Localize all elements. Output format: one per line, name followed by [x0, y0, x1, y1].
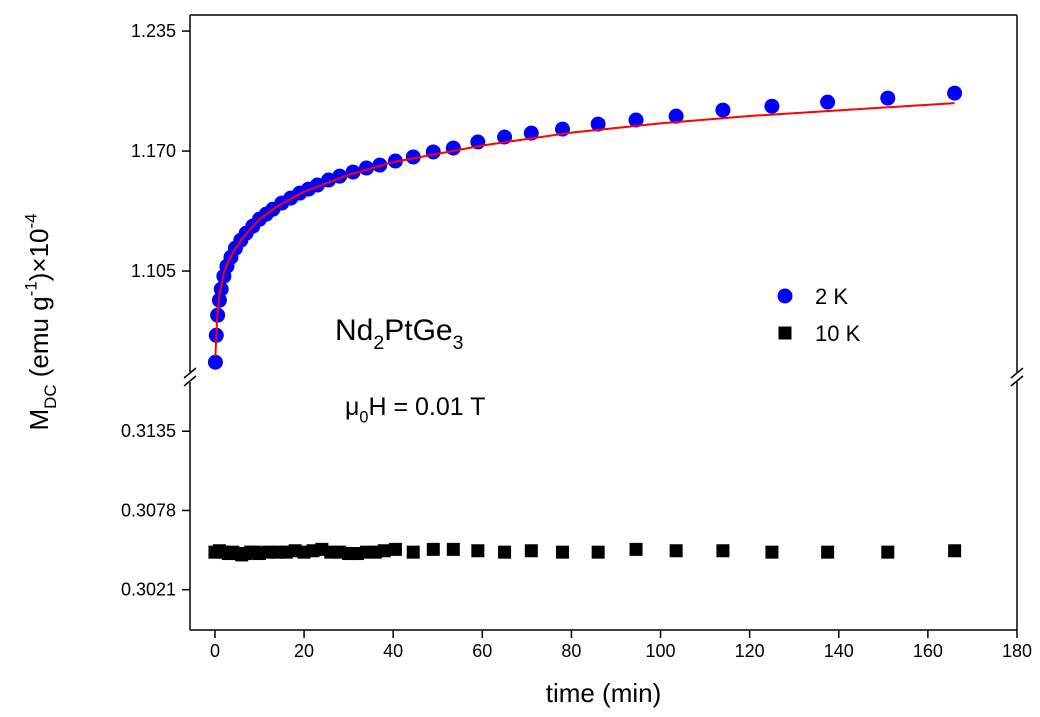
- point: [821, 545, 835, 559]
- text-part: PtGe: [384, 314, 452, 347]
- text-part: -1: [21, 281, 40, 296]
- point: [524, 544, 538, 558]
- point: [591, 545, 605, 559]
- x-tick-label: 140: [824, 641, 854, 661]
- x-tick-label: 100: [646, 641, 676, 661]
- point: [556, 545, 570, 559]
- rich-text: MDC (emu g-1)×10-4: [21, 213, 60, 430]
- point: [590, 116, 606, 132]
- point: [446, 542, 460, 556]
- point: [405, 149, 421, 165]
- text-part: -4: [21, 213, 40, 228]
- text-part: μ: [345, 393, 359, 421]
- legend-marker: [778, 326, 792, 340]
- y-tick-label: 0.3135: [121, 421, 176, 441]
- point: [880, 90, 896, 106]
- point: [881, 545, 895, 559]
- point: [377, 544, 391, 558]
- x-tick-label: 20: [294, 641, 314, 661]
- x-tick-label: 80: [561, 641, 581, 661]
- point: [471, 544, 485, 558]
- text-part: M: [24, 409, 54, 431]
- point: [764, 98, 780, 114]
- legend-label: 10 K: [815, 321, 861, 346]
- point: [629, 542, 643, 556]
- point: [406, 545, 420, 559]
- point: [426, 542, 440, 556]
- y-tick-label: 1.105: [131, 261, 176, 281]
- axis-break: [1010, 367, 1024, 379]
- point: [820, 94, 836, 110]
- x-tick-label: 120: [735, 641, 765, 661]
- y-tick-label: 1.235: [131, 21, 176, 41]
- text-part: DC: [41, 384, 60, 408]
- text-part: H = 0.01 T: [368, 393, 485, 421]
- axis-break: [183, 367, 197, 379]
- point: [669, 544, 683, 558]
- y-tick-label: 0.3021: [121, 580, 176, 600]
- x-axis-label: time (min): [546, 678, 662, 708]
- point: [765, 545, 779, 559]
- fit-line: [214, 102, 955, 357]
- axis-break: [183, 375, 197, 387]
- y-tick-label: 0.3078: [121, 500, 176, 520]
- axis-break: [1010, 375, 1024, 387]
- x-tick-label: 60: [472, 641, 492, 661]
- legend-label: 2 K: [815, 284, 848, 309]
- text-part: 0: [359, 409, 368, 427]
- text-part: Nd: [335, 314, 373, 347]
- point: [498, 545, 512, 559]
- point: [668, 108, 684, 124]
- legend-marker: [777, 288, 793, 304]
- point: [207, 354, 223, 370]
- point: [716, 544, 730, 558]
- point: [628, 112, 644, 128]
- x-tick-label: 180: [1002, 641, 1032, 661]
- x-tick-label: 40: [383, 641, 403, 661]
- x-tick-label: 160: [913, 641, 943, 661]
- text-part: 2: [373, 332, 384, 354]
- y-tick-label: 1.170: [131, 141, 176, 161]
- point: [388, 542, 402, 556]
- text-part: )×10: [24, 229, 54, 282]
- x-tick-label: 0: [210, 641, 220, 661]
- text-part: 3: [453, 332, 464, 354]
- text-part: (emu g: [24, 296, 54, 384]
- point: [948, 544, 962, 558]
- point: [715, 102, 731, 118]
- point: [445, 140, 461, 156]
- point: [947, 85, 963, 101]
- rich-text: μ0H = 0.01 T: [345, 393, 485, 427]
- point: [345, 164, 361, 180]
- rich-text: Nd2PtGe3: [335, 314, 463, 354]
- point: [425, 144, 441, 160]
